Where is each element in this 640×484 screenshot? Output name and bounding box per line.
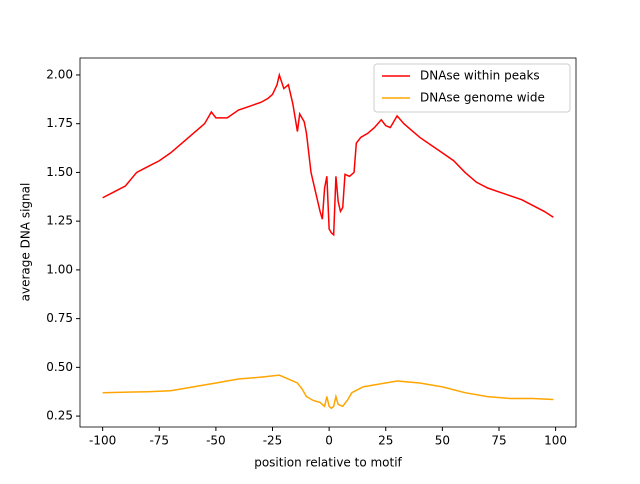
y-tick-label: 0.50 <box>46 360 73 374</box>
y-tick-label: 1.50 <box>46 165 73 179</box>
x-tick-label: 0 <box>325 434 333 448</box>
legend-box <box>373 63 571 113</box>
x-tick-label: 25 <box>378 434 393 448</box>
y-tick-label: 1.00 <box>46 262 73 276</box>
legend-label: DNAse within peaks <box>420 69 540 83</box>
line <box>102 374 554 410</box>
y-tick-label: 0.25 <box>46 409 73 423</box>
plot-frame <box>79 57 577 428</box>
y-axis-label: average DNA signal <box>19 183 33 302</box>
x-tick-label: -25 <box>263 434 283 448</box>
y-tick-label: 1.25 <box>46 214 73 228</box>
x-tick-label: -50 <box>206 434 226 448</box>
legend-label: DNAse genome wide <box>420 91 545 105</box>
y-tick-label: 2.00 <box>46 67 73 81</box>
x-tick-label: -75 <box>149 434 169 448</box>
x-tick-label: 50 <box>435 434 450 448</box>
y-tick-label: 0.75 <box>46 311 73 325</box>
y-tick-label: 1.75 <box>46 116 73 130</box>
x-axis-label: position relative to motif <box>254 456 402 470</box>
x-tick-label: 75 <box>491 434 506 448</box>
x-tick-label: -100 <box>89 434 116 448</box>
line <box>102 72 554 237</box>
x-tick-label: 100 <box>544 434 567 448</box>
